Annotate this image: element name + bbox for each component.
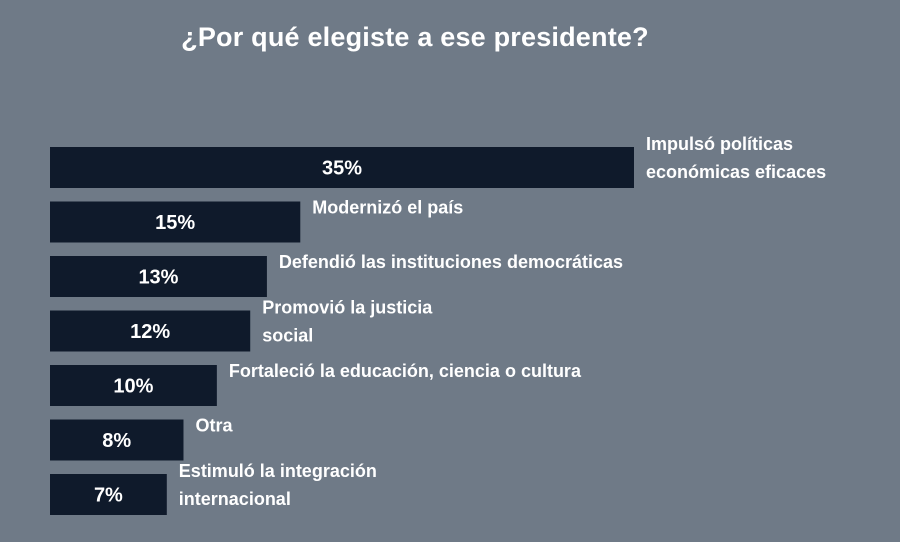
bar-value-label: 15% [155, 212, 195, 234]
bar-value-label: 13% [138, 267, 178, 289]
bar [50, 201, 301, 243]
category-label: Defendió las instituciones democráticas [279, 252, 623, 272]
category-label: internacional [179, 489, 291, 509]
bar-group: 10% Fortaleció la educación, ciencia o cu… [50, 361, 582, 406]
category-label: social [262, 326, 313, 346]
category-label: Modernizó el país [312, 198, 463, 218]
bar-value-label: 12% [130, 321, 170, 343]
bar-group: 7% Estimuló la integración internacional [50, 461, 377, 515]
category-label: económicas eficaces [646, 162, 826, 182]
category-label: Impulsó políticas [646, 134, 793, 154]
bar-group: 35% Impulsó políticas económicas eficaces [50, 134, 826, 188]
bar-group: 15% Modernizó el país [50, 198, 463, 243]
bar [50, 365, 217, 406]
bar [50, 147, 634, 188]
bar [50, 474, 167, 515]
bar-value-label: 7% [94, 485, 123, 507]
category-label: Promovió la justicia [262, 298, 433, 318]
category-label: Fortaleció la educación, ciencia o cultu… [229, 361, 582, 381]
bar-value-label: 8% [102, 430, 131, 452]
bar-value-label: 10% [113, 376, 153, 398]
bar [50, 419, 184, 461]
category-label: Estimuló la integración [179, 461, 377, 481]
bar-group: 12% Promovió la justicia social [50, 298, 433, 352]
category-label: Otra [195, 416, 233, 436]
chart-title: ¿Por qué elegiste a ese presidente? [181, 22, 649, 52]
bar-value-label: 35% [322, 158, 362, 180]
bar [50, 310, 251, 352]
bar-group: 8% Otra [50, 416, 233, 461]
bar [50, 256, 267, 297]
bar-group: 13% Defendió las instituciones democrátic… [50, 252, 623, 297]
